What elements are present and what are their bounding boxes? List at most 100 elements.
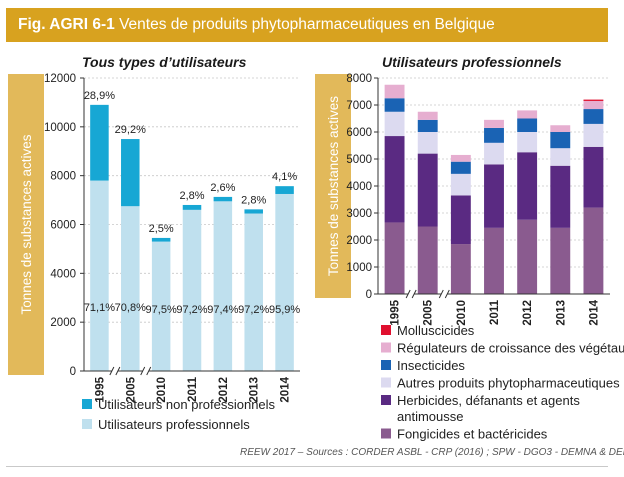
figure-source: REEW 2017 – Sources : CORDER ASBL - CRP … bbox=[240, 447, 624, 458]
y-axis-label: Tonnes de substances actives bbox=[19, 134, 34, 314]
bar-segment bbox=[550, 148, 571, 166]
x-tick-label: 2011 bbox=[187, 376, 199, 402]
x-tick-label: 1995 bbox=[94, 376, 106, 402]
y-tick-label: 3000 bbox=[346, 208, 372, 220]
data-label-non-professional: 28,9% bbox=[84, 90, 115, 102]
y-axis-label: Tonnes de substances actives bbox=[326, 96, 341, 276]
axis-break-gap bbox=[111, 367, 118, 375]
x-tick-label: 2011 bbox=[489, 299, 501, 325]
axis-break-mark bbox=[140, 366, 146, 376]
bar-segment bbox=[583, 146, 604, 208]
legend-label: Régulateurs de croissance des végétaux bbox=[397, 341, 624, 356]
bar-segment bbox=[450, 173, 471, 196]
bar-segment bbox=[450, 154, 471, 162]
bar-segment bbox=[213, 201, 233, 371]
data-label-professional: 97,2% bbox=[238, 304, 269, 316]
bar-segment bbox=[583, 100, 604, 110]
axis-break-mark bbox=[411, 289, 417, 299]
bar-segment bbox=[517, 118, 538, 132]
bar-segment bbox=[275, 193, 294, 371]
figure-title-text: Ventes de produits phytopharmaceutiques … bbox=[119, 16, 495, 33]
legend-swatch bbox=[381, 395, 391, 405]
legend-swatch bbox=[381, 377, 391, 388]
bar-segment bbox=[550, 165, 571, 228]
axis-break-gap bbox=[441, 290, 448, 298]
bar-segment bbox=[517, 110, 538, 119]
bar-segment bbox=[484, 119, 504, 128]
data-label-professional: 97,2% bbox=[176, 304, 207, 316]
data-label-non-professional: 2,6% bbox=[210, 182, 235, 194]
y-tick-label: 7000 bbox=[346, 100, 372, 112]
bar-segment bbox=[450, 161, 471, 174]
bar-segment bbox=[384, 222, 405, 294]
data-label-professional: 97,4% bbox=[207, 304, 238, 316]
x-tick-label: 2005 bbox=[423, 299, 435, 325]
y-tick-label: 8000 bbox=[346, 73, 372, 85]
legend-swatch bbox=[381, 342, 391, 353]
data-label-non-professional: 4,1% bbox=[272, 171, 297, 183]
data-label-non-professional: 2,8% bbox=[179, 190, 204, 202]
figure-title: Fig. AGRI 6-1 Ventes de produits phytoph… bbox=[18, 16, 495, 34]
axis-break-mark bbox=[115, 366, 121, 376]
x-tick-label: 2010 bbox=[456, 300, 468, 326]
x-tick-label: 2013 bbox=[249, 377, 261, 403]
bar-segment bbox=[583, 123, 604, 147]
bar-segment bbox=[450, 195, 471, 245]
data-label-professional: 70,8% bbox=[115, 302, 146, 314]
data-label-non-professional: 2,5% bbox=[149, 223, 174, 235]
x-tick-label: 2012 bbox=[218, 377, 230, 403]
bar-segment bbox=[450, 244, 471, 294]
legend-label: Utilisateurs non professionnels bbox=[98, 397, 276, 412]
bar-segment bbox=[384, 136, 405, 223]
figure-banner: Fig. AGRI 6-1 Ventes de produits phytoph… bbox=[6, 8, 608, 42]
x-tick-label: 2013 bbox=[555, 300, 567, 326]
x-tick-label: 2010 bbox=[156, 377, 168, 403]
bar-segment bbox=[275, 186, 294, 194]
data-label-professional: 71,1% bbox=[84, 302, 115, 314]
x-tick-label: 1995 bbox=[390, 299, 402, 325]
x-tick-label: 2012 bbox=[522, 300, 534, 326]
bar-segment bbox=[182, 209, 202, 371]
bar-segment bbox=[213, 196, 233, 202]
axis-break-mark bbox=[146, 366, 152, 376]
data-label-non-professional: 29,2% bbox=[115, 124, 146, 136]
y-tick-label: 12000 bbox=[44, 73, 76, 85]
bar-segment bbox=[244, 209, 263, 214]
axis-break-mark bbox=[405, 289, 411, 299]
y-tick-label: 2000 bbox=[346, 235, 372, 247]
bar-segment bbox=[417, 119, 438, 132]
y-tick-label: 0 bbox=[70, 366, 76, 378]
bar-segment bbox=[121, 206, 140, 371]
axis-break-mark bbox=[444, 289, 450, 299]
y-tick-label: 8000 bbox=[50, 171, 76, 183]
y-tick-label: 4000 bbox=[50, 268, 76, 280]
legend-swatch bbox=[82, 419, 92, 429]
bar-segment bbox=[583, 207, 604, 294]
bar-segment bbox=[484, 127, 504, 143]
y-tick-label: 1000 bbox=[346, 262, 372, 274]
data-label-non-professional: 2,8% bbox=[241, 194, 266, 206]
bar-segment bbox=[121, 139, 140, 207]
legend-label: Molluscicides bbox=[397, 323, 475, 338]
bottom-rule bbox=[6, 466, 608, 467]
y-tick-label: 0 bbox=[366, 289, 372, 301]
axis-break-gap bbox=[142, 367, 149, 375]
bar-segment bbox=[517, 152, 538, 220]
y-tick-label: 6000 bbox=[50, 220, 76, 232]
bar-segment bbox=[484, 227, 504, 294]
bar-segment bbox=[484, 164, 504, 228]
bar-segment bbox=[583, 109, 604, 124]
y-tick-label: 10000 bbox=[44, 122, 76, 134]
data-label-professional: 97,5% bbox=[146, 304, 177, 316]
legend-swatch bbox=[381, 428, 391, 439]
bar-segment bbox=[417, 132, 438, 154]
legend-swatch bbox=[381, 360, 391, 370]
legend-label: Fongicides et bactéricides bbox=[397, 427, 548, 442]
chart-title: Tous types d’utilisateurs bbox=[82, 54, 247, 70]
bar-segment bbox=[182, 204, 202, 210]
bar-segment bbox=[151, 237, 171, 242]
x-tick-label: 2014 bbox=[280, 376, 292, 402]
y-tick-label: 5000 bbox=[346, 154, 372, 166]
bar-segment bbox=[151, 241, 171, 371]
